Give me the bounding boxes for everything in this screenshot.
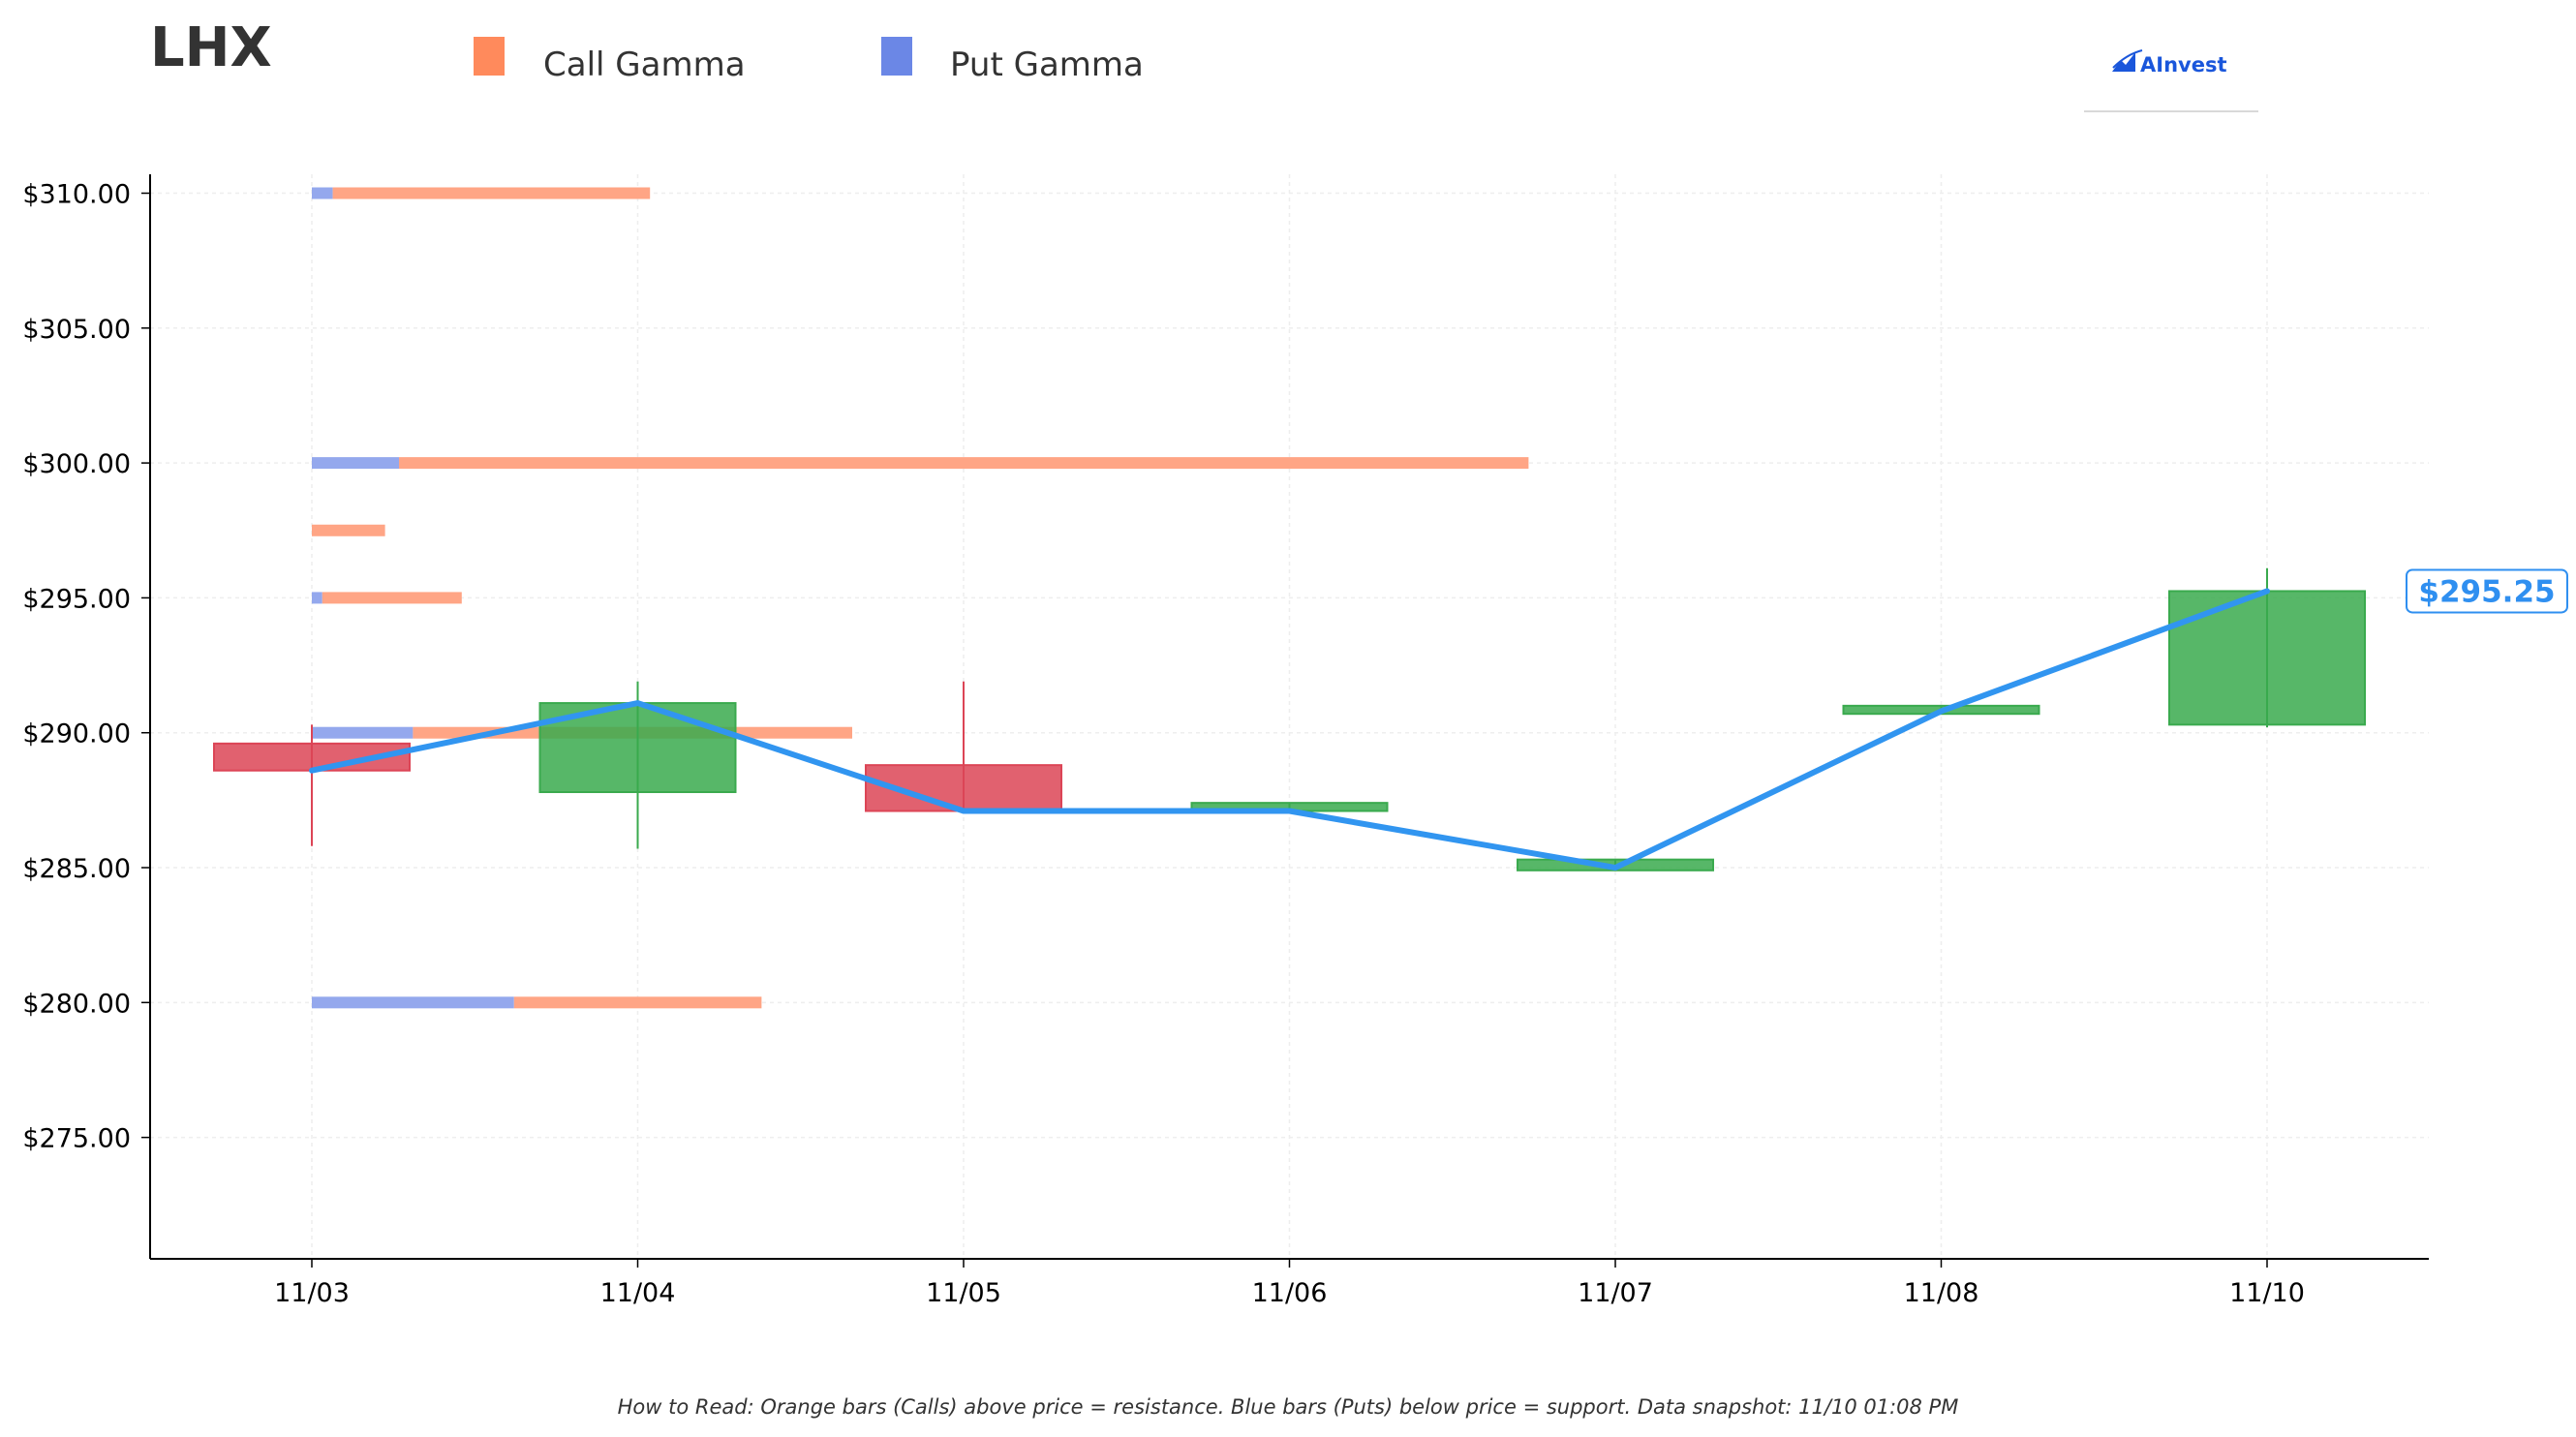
put-gamma-bar xyxy=(312,187,333,199)
legend-call-swatch xyxy=(474,37,505,76)
x-tick-label: 11/10 xyxy=(2229,1278,2305,1308)
logo-swoosh-icon xyxy=(2112,49,2143,69)
y-tick-label: $285.00 xyxy=(22,854,131,884)
gamma-bars xyxy=(312,187,1529,1009)
close-price-line xyxy=(309,588,2270,871)
x-tick-label: 11/07 xyxy=(1578,1278,1653,1308)
footnote: How to Read: Orange bars (Calls) above p… xyxy=(618,1395,1959,1419)
axes: $275.00 $280.00 $285.00 $290.00 $295.00 $300.… xyxy=(22,174,2429,1308)
candles xyxy=(213,567,2366,871)
current-price-badge: $295.25 xyxy=(2406,568,2568,614)
y-tick-label: $280.00 xyxy=(22,989,131,1019)
current-price-box xyxy=(2406,568,2568,614)
call-gamma-bar xyxy=(399,457,1529,470)
gridlines xyxy=(150,174,2429,1259)
current-price-label: $295.25 xyxy=(2418,574,2555,609)
put-gamma-bar xyxy=(312,457,399,470)
logo-text: AInvest xyxy=(2140,53,2227,76)
call-gamma-bar xyxy=(513,996,762,1009)
y-tick-label: $290.00 xyxy=(22,719,131,749)
legend-put-swatch xyxy=(881,37,912,76)
x-tick-label: 11/05 xyxy=(926,1278,1001,1308)
y-tick-label: $300.00 xyxy=(22,449,131,479)
chart-title: LHX xyxy=(150,16,272,79)
y-tick-label: $310.00 xyxy=(22,180,131,210)
call-gamma-bar xyxy=(332,187,651,199)
y-tick-label: $275.00 xyxy=(22,1124,131,1154)
legend: Call Gamma Put Gamma xyxy=(474,37,1144,84)
candle-body xyxy=(2168,590,2366,726)
x-tick-label: 11/03 xyxy=(274,1278,350,1308)
put-gamma-bar xyxy=(312,996,514,1009)
put-gamma-bar xyxy=(312,726,414,739)
legend-put-label: Put Gamma xyxy=(950,46,1144,84)
legend-call-label: Call Gamma xyxy=(543,46,746,84)
x-tick-label: 11/08 xyxy=(1904,1278,1979,1308)
call-gamma-bar xyxy=(312,524,385,536)
y-tick-label: $305.00 xyxy=(22,315,131,345)
x-tick-label: 11/04 xyxy=(600,1278,676,1308)
put-gamma-bar xyxy=(312,592,322,604)
call-gamma-bar xyxy=(322,592,462,604)
x-tick-label: 11/06 xyxy=(1252,1278,1328,1308)
ainvest-logo: AInvest xyxy=(2084,49,2258,112)
y-tick-label: $295.00 xyxy=(22,584,131,614)
logo-chart-icon xyxy=(2112,52,2135,72)
